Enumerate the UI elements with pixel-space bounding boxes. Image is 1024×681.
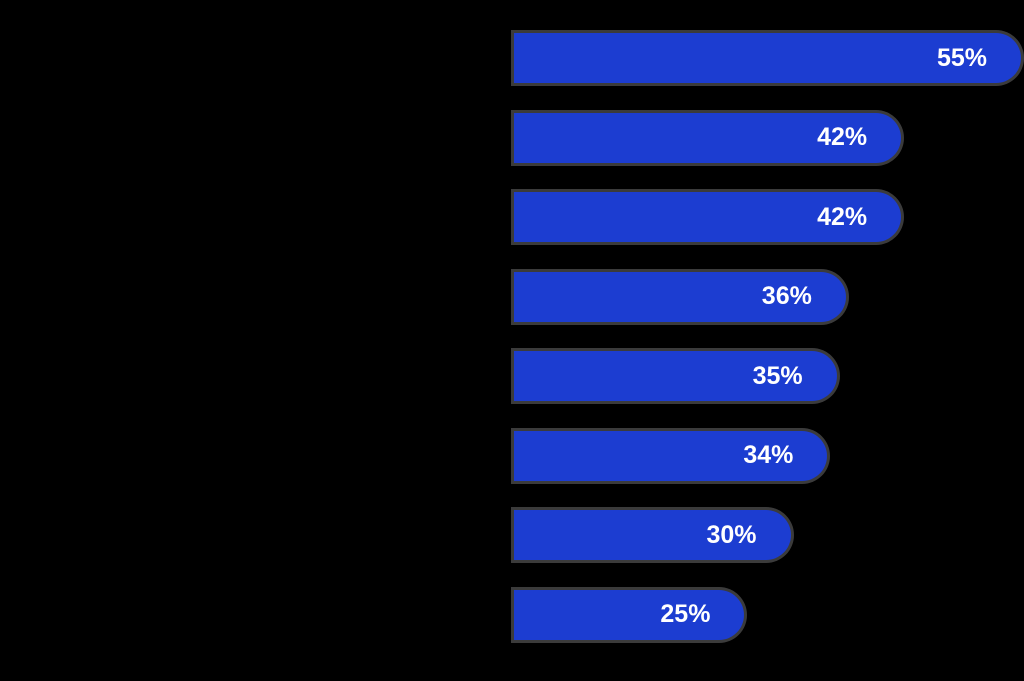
bars-area: 55% 42% 42% 36% 35% 34% 30% 25% bbox=[514, 33, 1021, 640]
bar: 35% bbox=[514, 351, 837, 401]
bar: 55% bbox=[514, 33, 1021, 83]
bar-row: 42% bbox=[514, 112, 1021, 163]
bar-value-label: 36% bbox=[761, 282, 812, 310]
bar: 34% bbox=[514, 430, 828, 481]
bar-row: 42% bbox=[514, 192, 1021, 242]
bar-row: 30% bbox=[514, 510, 1021, 560]
bar-row: 34% bbox=[514, 430, 1021, 481]
bar: 42% bbox=[514, 112, 902, 163]
bar-value-label: 42% bbox=[817, 202, 868, 231]
bar-value-label: 30% bbox=[706, 520, 757, 549]
category-labels-column bbox=[0, 33, 514, 640]
bar-row: 36% bbox=[514, 271, 1021, 322]
bar-row: 25% bbox=[514, 589, 1021, 640]
bar-row: 55% bbox=[514, 33, 1021, 83]
bar: 30% bbox=[514, 510, 791, 560]
bar-value-label: 34% bbox=[743, 441, 794, 469]
bar-value-label: 35% bbox=[752, 361, 803, 390]
bar-value-label: 25% bbox=[660, 600, 711, 628]
bar-value-label: 42% bbox=[817, 123, 868, 151]
bar: 42% bbox=[514, 192, 902, 242]
bar: 36% bbox=[514, 271, 846, 322]
bar-row: 35% bbox=[514, 351, 1021, 401]
bar-value-label: 55% bbox=[936, 43, 987, 72]
bar: 25% bbox=[514, 589, 745, 640]
